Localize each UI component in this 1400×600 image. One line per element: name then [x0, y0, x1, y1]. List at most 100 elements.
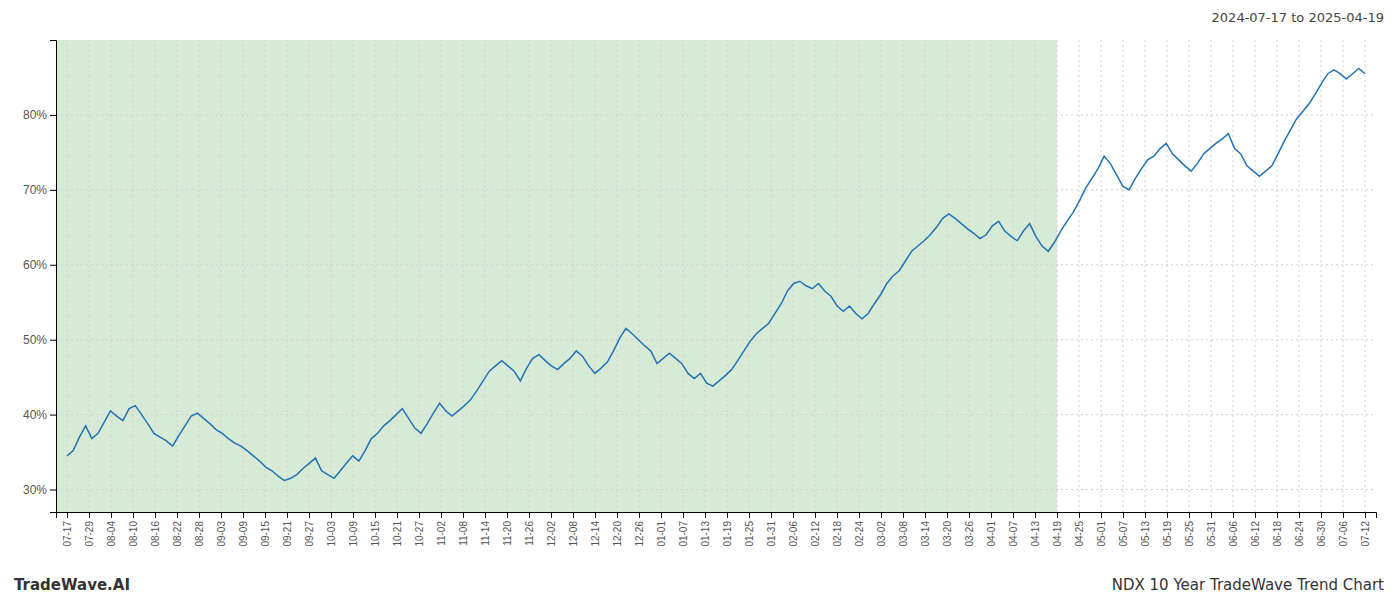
- y-tick-mark: [50, 115, 56, 116]
- x-tick-mark: [1145, 512, 1146, 518]
- y-tick-mark: [50, 265, 56, 266]
- grid-line-x: [353, 40, 354, 512]
- grid-line-x: [749, 40, 750, 512]
- y-tick: 40%: [23, 408, 56, 422]
- x-tick-label: 04-19: [1052, 521, 1063, 547]
- x-tick: 04-25: [1074, 512, 1085, 547]
- x-tick-mark: [727, 512, 728, 518]
- x-tick-mark: [595, 512, 596, 518]
- x-tick-label: 08-10: [128, 521, 139, 547]
- x-tick-mark: [881, 512, 882, 518]
- x-tick-label: 11-14: [480, 521, 491, 546]
- x-tick-label: 04-07: [1008, 521, 1019, 547]
- x-tick-label: 09-03: [216, 521, 227, 547]
- x-tick-mark: [199, 512, 200, 518]
- x-tick: 02-24: [854, 512, 865, 547]
- x-tick-label: 05-01: [1096, 521, 1107, 547]
- x-tick-label: 03-08: [898, 521, 909, 547]
- x-tick: 08-10: [128, 512, 139, 547]
- grid-line-x: [1343, 40, 1344, 512]
- grid-line-x: [111, 40, 112, 512]
- x-tick-label: 03-02: [876, 521, 887, 547]
- x-tick-label: 11-20: [502, 521, 513, 546]
- grid-line-x: [705, 40, 706, 512]
- grid-line-x: [991, 40, 992, 512]
- x-tick-label: 05-07: [1118, 521, 1129, 547]
- x-tick: 06-06: [1228, 512, 1239, 547]
- x-tick: 05-25: [1184, 512, 1195, 547]
- grid-line-y: [56, 489, 1376, 490]
- x-tick-label: 11-08: [458, 521, 469, 546]
- x-tick: 06-30: [1316, 512, 1327, 547]
- grid-line-x: [683, 40, 684, 512]
- x-tick-mark: [265, 512, 266, 518]
- grid-line-x: [1145, 40, 1146, 512]
- x-tick: 03-26: [964, 512, 975, 547]
- grid-line-x: [265, 40, 266, 512]
- x-tick-mark: [859, 512, 860, 518]
- grid-line-x: [837, 40, 838, 512]
- grid-line-x: [397, 40, 398, 512]
- x-tick-label: 04-13: [1030, 521, 1041, 547]
- x-tick-mark: [375, 512, 376, 518]
- grid-line-x: [1211, 40, 1212, 512]
- x-tick-mark: [683, 512, 684, 518]
- grid-line-x: [925, 40, 926, 512]
- y-tick: 50%: [23, 333, 56, 347]
- x-tick-label: 07-17: [62, 521, 73, 547]
- x-tick: 05-31: [1206, 512, 1217, 547]
- x-tick: 10-27: [414, 512, 425, 547]
- x-tick: 08-04: [106, 512, 117, 547]
- x-tick-label: 01-01: [656, 521, 667, 547]
- grid-line-x: [177, 40, 178, 512]
- x-axis: 07-1707-2908-0408-1008-1608-2208-2809-03…: [57, 512, 1377, 547]
- x-tick-label: 09-21: [282, 521, 293, 547]
- y-tick: 80%: [23, 108, 56, 122]
- x-tick: 09-03: [216, 512, 227, 547]
- x-tick: 09-27: [304, 512, 315, 547]
- grid-line-x: [243, 40, 244, 512]
- grid: [56, 40, 1376, 512]
- x-tick-label: 03-14: [920, 521, 931, 547]
- x-tick-label: 01-13: [700, 521, 711, 547]
- grid-line-x: [463, 40, 464, 512]
- x-tick: 07-29: [84, 512, 95, 547]
- grid-line-x: [903, 40, 904, 512]
- y-tick: 60%: [23, 258, 56, 272]
- x-tick: 12-20: [612, 512, 623, 547]
- x-tick: 04-01: [986, 512, 997, 547]
- grid-line-x: [375, 40, 376, 512]
- grid-line-x: [1013, 40, 1014, 512]
- x-tick: 09-21: [282, 512, 293, 547]
- x-tick: 01-07: [678, 512, 689, 547]
- grid-line-y: [56, 189, 1376, 190]
- x-tick-mark: [1035, 512, 1036, 518]
- x-tick-label: 05-19: [1162, 521, 1173, 547]
- grid-line-x: [133, 40, 134, 512]
- grid-line-x: [727, 40, 728, 512]
- x-tick-mark: [507, 512, 508, 518]
- x-tick: 03-08: [898, 512, 909, 547]
- grid-line-x: [441, 40, 442, 512]
- grid-line-x: [815, 40, 816, 512]
- x-tick: 08-22: [172, 512, 183, 547]
- grid-line-x: [309, 40, 310, 512]
- x-tick: 06-24: [1294, 512, 1305, 547]
- x-tick: 07-06: [1338, 512, 1349, 547]
- x-tick-label: 07-12: [1360, 521, 1371, 547]
- x-tick-mark: [331, 512, 332, 518]
- y-tick-label: 70%: [23, 183, 47, 197]
- grid-line-x: [595, 40, 596, 512]
- grid-line-x: [221, 40, 222, 512]
- x-tick: 09-09: [238, 512, 249, 547]
- y-tick-mark: [50, 490, 56, 491]
- x-tick-label: 08-22: [172, 521, 183, 547]
- x-tick: 12-08: [568, 512, 579, 547]
- x-tick: 04-13: [1030, 512, 1041, 547]
- x-tick-mark: [89, 512, 90, 518]
- grid-line-x: [1189, 40, 1190, 512]
- shaded-region: [56, 40, 1057, 512]
- grid-line-x: [529, 40, 530, 512]
- x-tick-label: 05-25: [1184, 521, 1195, 547]
- grid-line-x: [1233, 40, 1234, 512]
